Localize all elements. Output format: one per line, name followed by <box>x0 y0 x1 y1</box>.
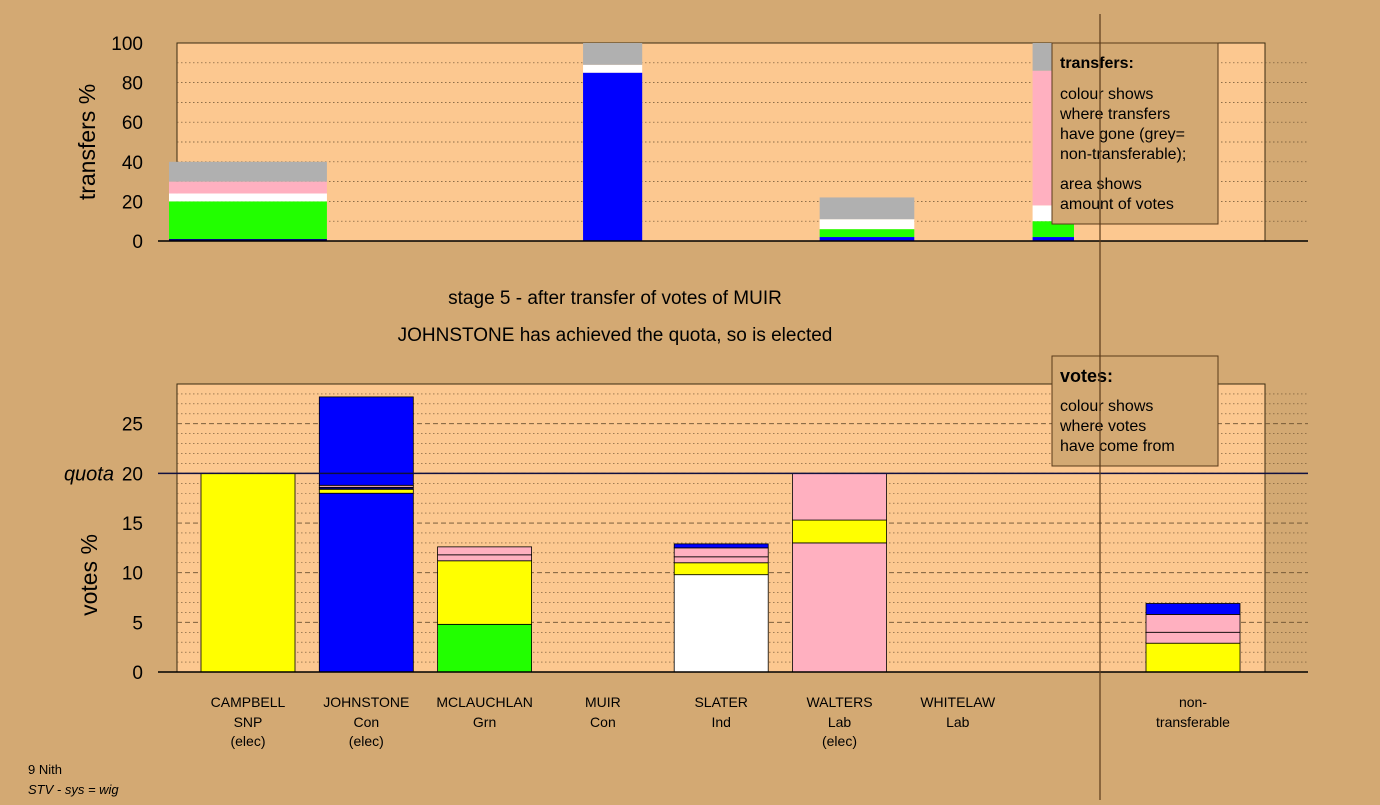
votes-y-tick: 0 <box>132 663 143 684</box>
votes-legend: votes: colour shows where votes have com… <box>1051 355 1219 467</box>
votes-legend-box <box>1051 355 1219 467</box>
candidate-party: Con <box>353 714 379 730</box>
nontransferable-label: transferable <box>1156 714 1230 730</box>
quota-label: quota <box>64 463 114 485</box>
vote-bar-segment <box>1145 631 1241 644</box>
vote-bar-segment <box>200 472 296 673</box>
transfers-legend-line: area shows <box>1060 176 1142 193</box>
transfers-legend-line: amount of votes <box>1060 196 1174 213</box>
vote-bar-segment <box>673 574 769 673</box>
candidate-party: Con <box>590 714 616 730</box>
votes-legend-line: have come from <box>1060 438 1175 455</box>
vote-bar-segment <box>318 396 414 486</box>
vote-bar-segment <box>318 488 414 494</box>
transfer-bar-segment <box>1032 237 1074 241</box>
votes-y-tick: 25 <box>122 415 143 436</box>
transfers-legend-box <box>1051 42 1219 225</box>
vote-bar-segment <box>437 560 533 625</box>
transfers-y-tick: 40 <box>122 153 143 174</box>
transfers-legend-line: where transfers <box>1059 106 1170 123</box>
nontransferable-label: non- <box>1179 694 1207 710</box>
transfer-bar-segment <box>1032 221 1074 238</box>
votes-y-label: votes % <box>76 534 102 616</box>
votes-y-tick: 15 <box>122 514 143 535</box>
transfers-y-tick: 20 <box>122 192 143 213</box>
votes-y-tick: 5 <box>132 613 143 634</box>
candidate-name: MCLAUCHLAN <box>436 694 532 710</box>
footer-system: STV - sys = wig <box>28 782 119 797</box>
transfer-bar-segment <box>169 239 327 241</box>
footer-ward: 9 Nith <box>28 762 62 777</box>
vote-bar-segment <box>792 472 887 521</box>
votes-legend-title: votes: <box>1060 366 1113 386</box>
vote-bar-segment <box>1145 642 1241 673</box>
votes-legend-line: where votes <box>1059 418 1146 435</box>
candidate-name: WHITELAW <box>920 694 996 710</box>
transfers-legend-title: transfers: <box>1060 55 1134 72</box>
vote-bar-segment <box>318 492 414 673</box>
candidate-labels: CAMPBELL SNP (elec) JOHNSTONE Con (elec) MCLAU… <box>211 694 1231 749</box>
votes-legend-line: colour shows <box>1060 398 1153 415</box>
transfer-bar-segment <box>169 181 327 194</box>
transfers-y-tick: 60 <box>122 113 143 134</box>
transfers-legend-line: colour shows <box>1060 86 1153 103</box>
votes-y-tick: 20 <box>122 464 143 485</box>
vote-bar-segment <box>437 546 533 556</box>
candidate-name: JOHNSTONE <box>323 694 409 710</box>
transfer-bar-segment <box>169 161 327 182</box>
vote-bar-segment <box>1145 603 1241 615</box>
vote-bar-segment <box>437 623 533 673</box>
transfers-y-tick: 0 <box>132 232 143 253</box>
vote-bar-segment <box>792 542 887 673</box>
candidate-name: SLATER <box>694 694 747 710</box>
candidate-status: (elec) <box>230 733 265 749</box>
transfer-bar-segment <box>169 193 327 202</box>
vote-bar-segment <box>673 547 769 558</box>
candidate-party: SNP <box>234 714 263 730</box>
transfers-legend-line: non-transferable); <box>1060 146 1186 163</box>
vote-bar-segment <box>673 543 769 549</box>
candidate-party: Lab <box>946 714 970 730</box>
candidate-status: (elec) <box>822 733 857 749</box>
stage-title: stage 5 - after transfer of votes of MUI… <box>448 288 782 309</box>
candidate-name: WALTERS <box>806 694 872 710</box>
candidate-party: Lab <box>828 714 852 730</box>
candidate-party: Ind <box>711 714 730 730</box>
transfer-bar-segment <box>583 43 643 65</box>
candidate-name: MUIR <box>585 694 621 710</box>
transfer-bar-segment <box>169 201 327 240</box>
transfer-bar-segment <box>819 219 915 230</box>
transfer-bar-segment <box>583 64 643 73</box>
vote-bar-segment <box>673 562 769 576</box>
transfer-bar-segment <box>819 237 915 241</box>
candidate-status: (elec) <box>349 733 384 749</box>
vote-bar-segment <box>792 519 887 544</box>
vote-bar-segment <box>1145 614 1241 633</box>
candidate-party: Grn <box>473 714 496 730</box>
vote-bar-segment <box>437 554 533 562</box>
candidate-name: CAMPBELL <box>211 694 286 710</box>
transfer-bar-segment <box>583 72 643 241</box>
votes-y-tick: 10 <box>122 564 143 585</box>
transfer-bar-segment <box>819 197 915 220</box>
transfers-y-tick: 80 <box>122 74 143 95</box>
transfer-bar-segment <box>819 229 915 238</box>
transfers-legend: transfers: colour shows where transfers … <box>1051 42 1219 225</box>
transfers-y-label: transfers % <box>74 84 100 200</box>
transfers-legend-line: have gone (grey= <box>1060 126 1185 143</box>
transfers-y-tick: 100 <box>111 34 143 55</box>
result-text: JOHNSTONE has achieved the quota, so is … <box>398 325 833 346</box>
vote-bar-segment <box>673 556 769 564</box>
